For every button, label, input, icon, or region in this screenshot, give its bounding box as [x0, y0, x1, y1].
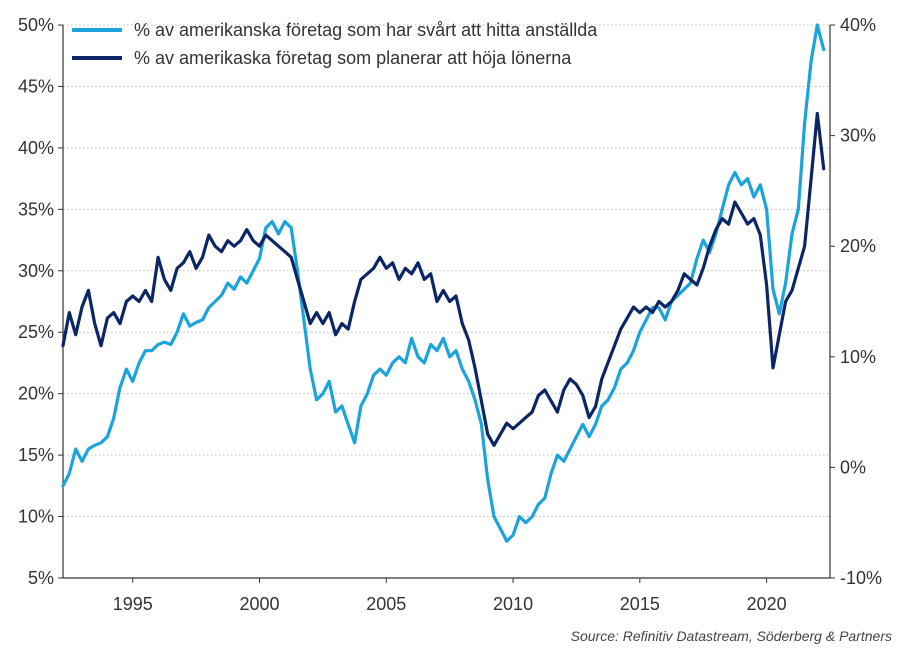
axes: [62, 25, 831, 579]
y-left-tick-label: 50%: [18, 15, 54, 35]
legend-label-1: % av amerikanska företag som har svårt a…: [134, 20, 598, 40]
y-left-tick-label: 40%: [18, 138, 54, 158]
series-line-2: [61, 111, 826, 447]
y-left-tick-label: 5%: [28, 568, 54, 588]
x-tick-label: 2015: [620, 594, 660, 614]
y-left-tick-label: 20%: [18, 384, 54, 404]
legend-label-2: % av amerikaska företag som planerar att…: [134, 48, 572, 68]
y-right-tick-label: 30%: [840, 126, 876, 146]
series-line-1: [61, 23, 826, 543]
x-tick-label: 2020: [747, 594, 787, 614]
x-tick-label: 2010: [493, 594, 533, 614]
series-lines: [61, 23, 826, 543]
x-tick-label: 2000: [239, 594, 279, 614]
y-right-tick-label: -10%: [840, 568, 882, 588]
y-left-tick-label: 10%: [18, 507, 54, 527]
y-left-tick-label: 45%: [18, 76, 54, 96]
y-left-tick-label: 30%: [18, 261, 54, 281]
y-left-tick-label: 35%: [18, 199, 54, 219]
x-ticks: 1995 2000 2005 2010 2015 2020: [113, 578, 787, 614]
source-note: Source: Refinitiv Datastream, Söderberg …: [570, 628, 892, 644]
x-tick-label: 1995: [113, 594, 153, 614]
y-left-tick-label: 15%: [18, 445, 54, 465]
y-right-tick-label: 10%: [840, 347, 876, 367]
x-tick-label: 2005: [366, 594, 406, 614]
y-right-tick-label: 20%: [840, 236, 876, 256]
y-left-ticks: 5% 10% 15% 20% 25% 30% 35% 40% 45% 50%: [18, 15, 63, 588]
legend: % av amerikanska företag som har svårt a…: [72, 20, 598, 68]
y-right-ticks: -10% 0% 10% 20% 30% 40%: [830, 15, 882, 588]
y-right-tick-label: 0%: [840, 457, 866, 477]
y-left-tick-label: 25%: [18, 322, 54, 342]
y-right-tick-label: 40%: [840, 15, 876, 35]
